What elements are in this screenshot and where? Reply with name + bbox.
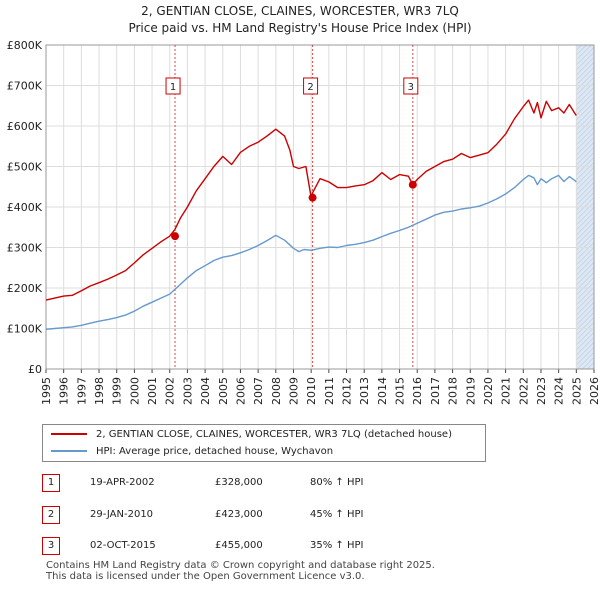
footer-copyright: Contains HM Land Registry data © Crown c… bbox=[46, 560, 435, 571]
footer: Contains HM Land Registry data © Crown c… bbox=[46, 560, 435, 582]
x-tick-label: 2024 bbox=[553, 377, 566, 405]
x-tick-label: 1999 bbox=[111, 377, 124, 405]
x-tick-label: 1996 bbox=[58, 377, 71, 405]
sale-date: 19-APR-2002 bbox=[90, 477, 155, 488]
future-hatch bbox=[576, 311, 594, 331]
legend-item-property: 2, GENTIAN CLOSE, CLAINES, WORCESTER, WR… bbox=[51, 427, 452, 443]
sale-number: 3 bbox=[42, 537, 60, 555]
x-tick-label: 2011 bbox=[323, 377, 336, 405]
future-hatch bbox=[576, 301, 594, 321]
x-tick-label: 2000 bbox=[128, 377, 141, 405]
footer-licence: This data is licensed under the Open Gov… bbox=[46, 571, 365, 582]
sale-point bbox=[171, 232, 180, 241]
x-tick-label: 2001 bbox=[146, 377, 159, 405]
x-tick-label: 1997 bbox=[75, 377, 88, 405]
sale-marker-box bbox=[165, 77, 181, 95]
y-tick-label: £100K bbox=[7, 323, 43, 336]
x-tick-label: 2025 bbox=[570, 377, 583, 405]
x-tick-label: 1998 bbox=[93, 377, 106, 405]
sale-point bbox=[408, 180, 417, 189]
y-tick-label: £0 bbox=[28, 363, 42, 376]
y-tick-label: £800K bbox=[7, 39, 43, 52]
x-tick-label: 2004 bbox=[199, 377, 212, 405]
legend-swatch-property bbox=[51, 433, 87, 435]
x-tick-label: 2006 bbox=[234, 377, 247, 405]
legend-label-hpi: HPI: Average price, detached house, Wych… bbox=[96, 446, 334, 457]
sale-row: 3 02-OCT-2015 £455,000 35% ↑ HPI bbox=[42, 537, 462, 555]
future-hatch bbox=[576, 91, 594, 111]
sale-number: 1 bbox=[42, 474, 60, 492]
sale-price: £328,000 bbox=[215, 477, 263, 488]
legend-item-hpi: HPI: Average price, detached house, Wych… bbox=[51, 444, 333, 460]
y-tick-label: £500K bbox=[7, 161, 43, 174]
future-hatch bbox=[576, 96, 594, 116]
sale-marker-label: 2 bbox=[307, 82, 313, 93]
sale-hpi-change: 45% ↑ HPI bbox=[310, 509, 364, 520]
x-tick-label: 2008 bbox=[270, 377, 283, 405]
sale-point bbox=[308, 193, 317, 202]
sale-marker-box bbox=[303, 77, 319, 95]
plot-frame bbox=[45, 44, 595, 370]
sale-marker-label: 1 bbox=[170, 82, 176, 93]
x-tick-label: 2002 bbox=[164, 377, 177, 405]
x-tick-label: 2013 bbox=[358, 377, 371, 405]
x-tick-label: 2016 bbox=[411, 377, 424, 405]
sale-row: 2 29-JAN-2010 £423,000 45% ↑ HPI bbox=[42, 506, 462, 524]
sale-number: 2 bbox=[42, 506, 60, 524]
x-tick-label: 2026 bbox=[588, 377, 600, 405]
sale-date: 29-JAN-2010 bbox=[90, 509, 154, 520]
sale-hpi-change: 35% ↑ HPI bbox=[310, 540, 364, 551]
legend-swatch-hpi bbox=[51, 450, 87, 452]
sale-row: 1 19-APR-2002 £328,000 80% ↑ HPI bbox=[42, 474, 462, 492]
x-tick-label: 2023 bbox=[535, 377, 548, 405]
x-tick-label: 2022 bbox=[517, 377, 530, 405]
sale-marker-box bbox=[403, 77, 419, 95]
sale-date: 02-OCT-2015 bbox=[90, 540, 156, 551]
y-tick-label: £200K bbox=[7, 282, 43, 295]
x-tick-label: 2005 bbox=[217, 377, 230, 405]
hpi-series-line bbox=[45, 174, 577, 330]
x-tick-label: 2020 bbox=[482, 377, 495, 405]
chart-title: 2, GENTIAN CLOSE, CLAINES, WORCESTER, WR… bbox=[141, 4, 459, 18]
x-tick-label: 2009 bbox=[287, 377, 300, 405]
price-chart: £0 £100K £200K £300K £400K £500K £600K £700K £80… bbox=[7, 39, 600, 405]
x-tick-label: 2014 bbox=[376, 377, 389, 405]
chart-title-block: 2, GENTIAN CLOSE, CLAINES, WORCESTER, WR… bbox=[0, 3, 600, 37]
x-tick-label: 2007 bbox=[252, 377, 265, 405]
chart-subtitle: Price paid vs. HM Land Registry's House … bbox=[128, 21, 472, 35]
future-hatch bbox=[576, 81, 594, 101]
x-tick-label: 2017 bbox=[429, 377, 442, 405]
future-hatch bbox=[576, 306, 594, 326]
x-tick-label: 2018 bbox=[447, 377, 460, 405]
property-series-line bbox=[45, 99, 577, 301]
x-tick-label: 2012 bbox=[341, 377, 354, 405]
legend-label-property: 2, GENTIAN CLOSE, CLAINES, WORCESTER, WR… bbox=[96, 429, 452, 440]
x-tick-label: 2021 bbox=[500, 377, 513, 405]
x-tick-label: 2019 bbox=[464, 377, 477, 405]
sale-price: £423,000 bbox=[215, 509, 263, 520]
y-tick-label: £700K bbox=[7, 80, 43, 93]
y-tick-label: £400K bbox=[7, 201, 43, 214]
sale-hpi-change: 80% ↑ HPI bbox=[310, 477, 364, 488]
x-tick-label: 2010 bbox=[305, 377, 318, 405]
x-tick-label: 2015 bbox=[394, 377, 407, 405]
sale-marker-label: 3 bbox=[408, 82, 414, 93]
legend: 2, GENTIAN CLOSE, CLAINES, WORCESTER, WR… bbox=[42, 424, 486, 462]
x-tick-label: 2003 bbox=[181, 377, 194, 405]
future-hatch bbox=[576, 86, 594, 106]
x-tick-label: 1995 bbox=[40, 377, 53, 405]
y-tick-label: £300K bbox=[7, 242, 43, 255]
sale-price: £455,000 bbox=[215, 540, 263, 551]
y-tick-label: £600K bbox=[7, 120, 43, 133]
